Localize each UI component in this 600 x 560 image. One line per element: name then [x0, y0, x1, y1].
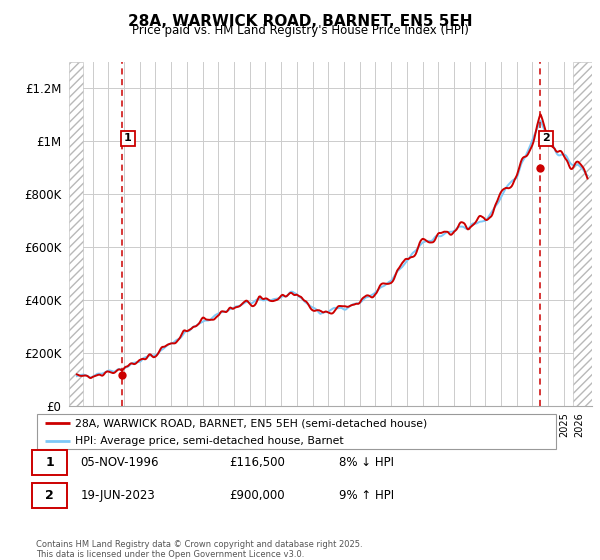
FancyBboxPatch shape — [32, 450, 67, 475]
Text: 28A, WARWICK ROAD, BARNET, EN5 5EH: 28A, WARWICK ROAD, BARNET, EN5 5EH — [128, 14, 472, 29]
Text: 8% ↓ HPI: 8% ↓ HPI — [339, 456, 394, 469]
Text: 2: 2 — [45, 488, 54, 502]
Text: £116,500: £116,500 — [229, 456, 285, 469]
Bar — [573, 62, 592, 406]
Text: 05-NOV-1996: 05-NOV-1996 — [80, 456, 159, 469]
Text: £900,000: £900,000 — [229, 488, 285, 502]
Text: Price paid vs. HM Land Registry's House Price Index (HPI): Price paid vs. HM Land Registry's House … — [131, 24, 469, 37]
Text: 1: 1 — [45, 456, 54, 469]
FancyBboxPatch shape — [32, 483, 67, 507]
Text: 2: 2 — [542, 133, 550, 143]
FancyBboxPatch shape — [37, 414, 556, 449]
Text: Contains HM Land Registry data © Crown copyright and database right 2025.
This d: Contains HM Land Registry data © Crown c… — [36, 540, 362, 559]
Text: 19-JUN-2023: 19-JUN-2023 — [80, 488, 155, 502]
Text: 9% ↑ HPI: 9% ↑ HPI — [339, 488, 394, 502]
Text: 1: 1 — [124, 133, 132, 143]
Text: 28A, WARWICK ROAD, BARNET, EN5 5EH (semi-detached house): 28A, WARWICK ROAD, BARNET, EN5 5EH (semi… — [75, 418, 427, 428]
Bar — [69, 62, 83, 406]
Text: HPI: Average price, semi-detached house, Barnet: HPI: Average price, semi-detached house,… — [75, 436, 344, 446]
